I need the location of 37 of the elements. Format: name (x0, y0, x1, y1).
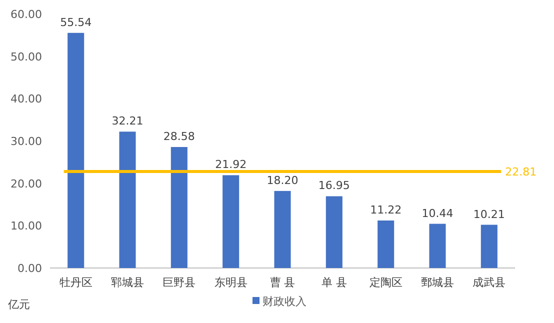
x-tick-label: 东明县 (214, 276, 248, 289)
x-tick-label: 鄄城县 (421, 276, 454, 289)
bar (222, 175, 240, 268)
bar (480, 224, 498, 268)
y-tick-label: 40.00 (10, 92, 42, 106)
data-label: 18.20 (266, 174, 298, 187)
y-axis-title: 亿元 (7, 298, 30, 311)
x-tick-label: 牡丹区 (59, 276, 92, 289)
bar (274, 190, 291, 268)
data-label: 21.92 (215, 158, 247, 172)
data-label: 11.22 (370, 204, 402, 216)
data-label: 10.21 (473, 208, 505, 221)
data-label: 16.95 (318, 179, 350, 192)
bar (68, 32, 84, 268)
bar (119, 132, 136, 268)
legend-label: 财政收入 (262, 295, 306, 308)
y-tick-label: 10.00 (10, 220, 42, 233)
bar (429, 224, 446, 268)
y-tick-label: 0.00 (18, 262, 42, 275)
y-tick-label: 50.00 (10, 50, 42, 64)
y-tick-label: 20.00 (10, 177, 42, 190)
bar (326, 196, 342, 268)
x-tick-label: 巨野县 (162, 276, 196, 289)
x-tick-label: 定陶区 (369, 276, 402, 289)
bar (170, 147, 188, 268)
bar (378, 220, 394, 268)
y-tick-label: 30.00 (10, 135, 42, 148)
x-tick-label: 曹 县 (270, 276, 296, 289)
data-label: 55.54 (60, 16, 92, 29)
y-tick-label: 60.00 (10, 8, 42, 21)
x-tick-label: 郓城县 (111, 276, 144, 289)
data-label: 28.58 (163, 130, 195, 144)
data-label: 32.21 (112, 114, 144, 128)
x-tick-label: 成武县 (472, 276, 506, 289)
data-label: 10.44 (422, 206, 454, 220)
ref-line-label: 22.81 (505, 165, 537, 178)
x-tick-label: 单 县 (321, 276, 347, 289)
